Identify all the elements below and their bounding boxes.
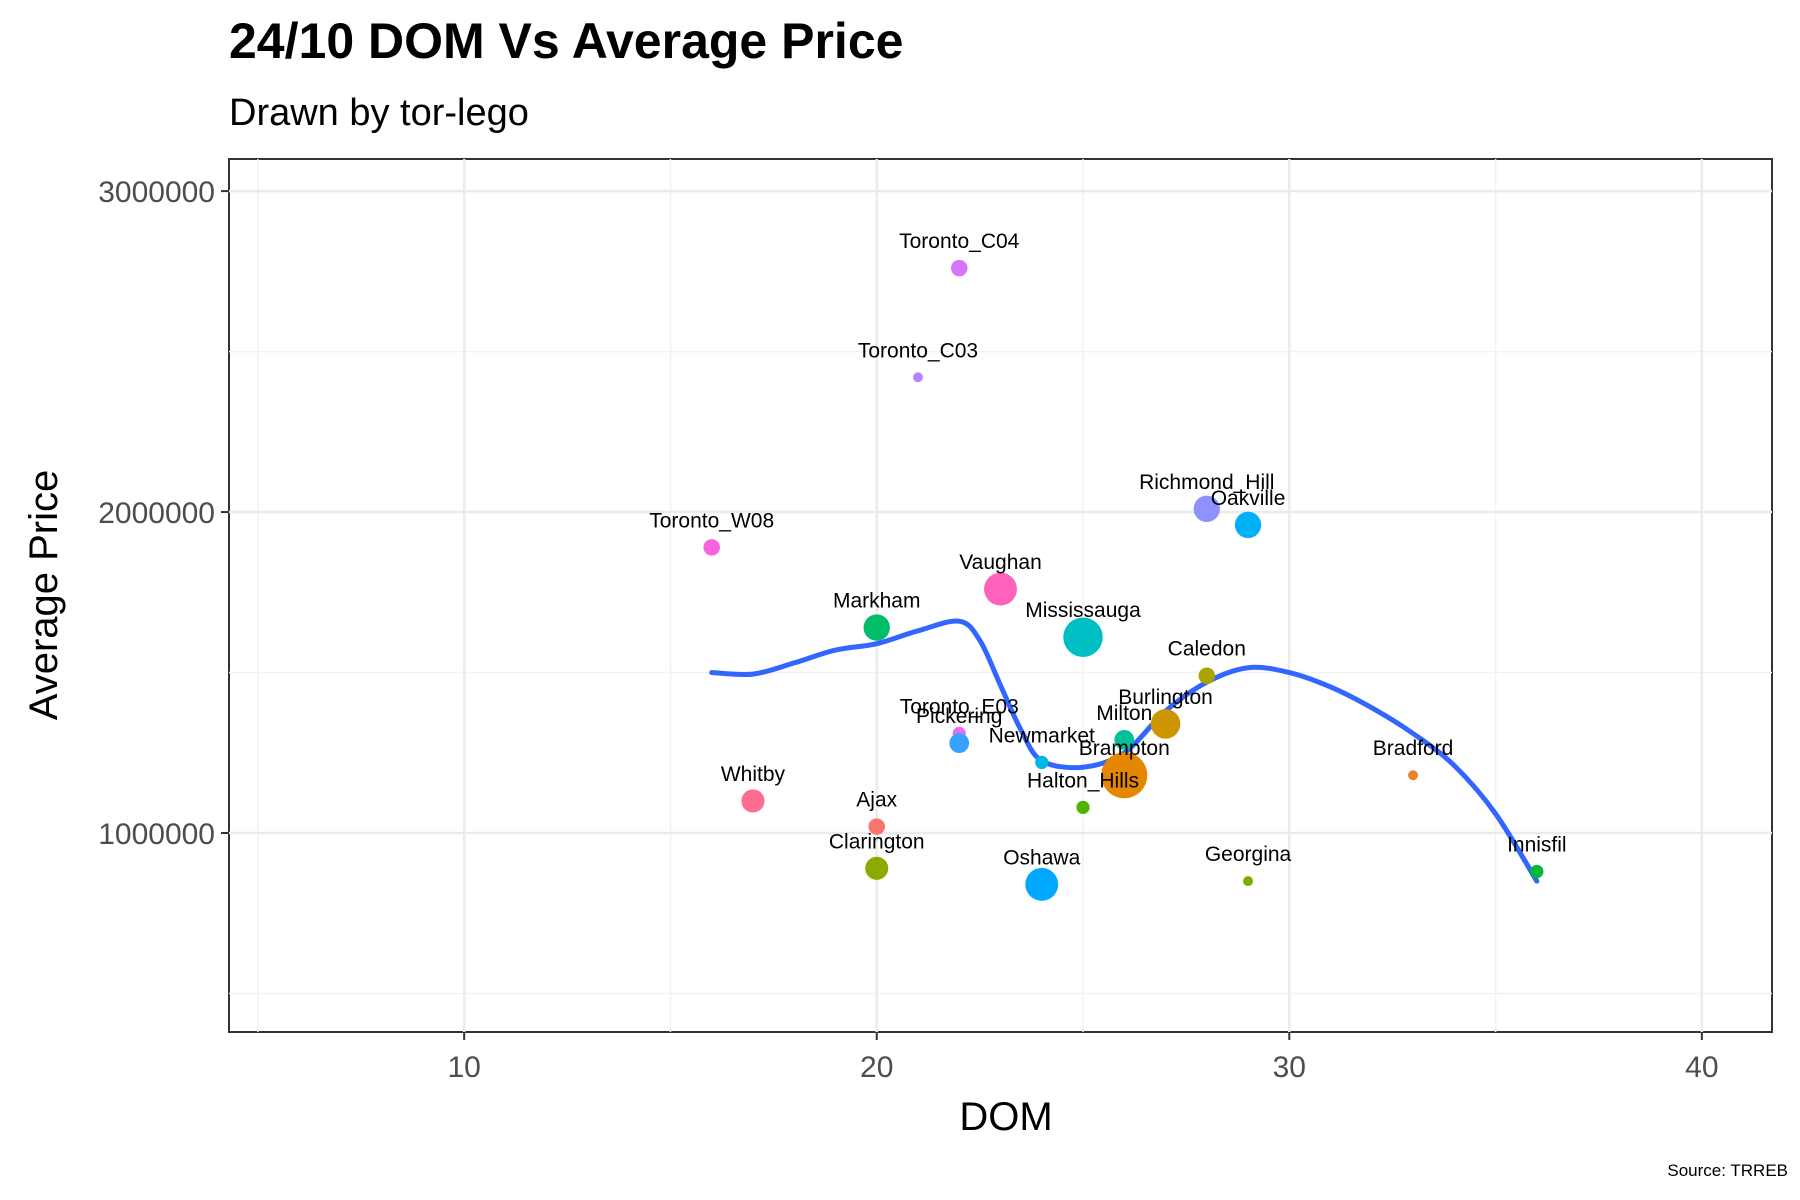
point-label: Toronto_C04 [899, 230, 1020, 253]
data-point [1063, 617, 1103, 657]
point-label: Innisfil [1507, 834, 1567, 857]
point-label: Burlington [1118, 686, 1213, 709]
x-tick-label: 40 [1685, 1051, 1718, 1084]
data-point [703, 539, 720, 556]
y-axis-label: Average Price [22, 470, 66, 721]
chart-subtitle: Drawn by tor-lego [229, 92, 529, 134]
y-tick-label: 1000000 [98, 818, 215, 851]
data-point [1114, 730, 1135, 750]
data-point [865, 856, 889, 880]
x-tick-label: 10 [447, 1051, 480, 1084]
source-caption: Source: TRREB [1667, 1161, 1788, 1180]
x-tick-label: 30 [1273, 1051, 1306, 1084]
data-point [1198, 667, 1216, 685]
point-label: Toronto_E03 [900, 696, 1019, 719]
point-label: Halton_Hills [1027, 769, 1139, 792]
point-label: Milton [1096, 702, 1152, 725]
chart-title: 24/10 DOM Vs Average Price [229, 13, 904, 69]
point-label: Brampton [1079, 737, 1170, 760]
y-tick-label: 3000000 [98, 176, 215, 209]
point-label: Clarington [829, 830, 925, 853]
point-label: Ajax [856, 789, 897, 812]
point-label: Oakville [1211, 487, 1286, 510]
data-point [741, 789, 765, 813]
x-tick-label: 20 [860, 1051, 893, 1084]
data-point [984, 572, 1017, 606]
point-label: Newmarket [989, 724, 1095, 747]
data-point [1530, 864, 1544, 879]
data-point [912, 372, 923, 383]
point-label: Toronto_C03 [858, 339, 978, 362]
data-point [1408, 770, 1419, 781]
point-label: Caledon [1168, 638, 1246, 661]
point-labels-layer: Toronto_C04 Toronto_C03 Toronto_W08 Richmon… [649, 230, 1566, 869]
point-label: Mississauga [1025, 599, 1141, 622]
data-point [1150, 709, 1181, 739]
point-label: Whitby [721, 763, 786, 786]
point-label: Markham [833, 590, 921, 613]
axes: 10 20 30 40 1000000 2000000 3000000 [98, 176, 1718, 1084]
point-label: Pickering [916, 705, 1002, 728]
data-point [949, 733, 970, 754]
grid-lines [229, 159, 1772, 1032]
data-point [1234, 511, 1262, 539]
point-label: Georgina [1205, 843, 1292, 866]
data-point [1243, 876, 1254, 887]
point-label: Bradford [1373, 737, 1454, 760]
point-label: Toronto_W08 [649, 509, 774, 532]
y-tick-label: 2000000 [98, 497, 215, 530]
point-label: Oshawa [1003, 846, 1080, 869]
smooth-line-layer [709, 618, 1540, 884]
smooth-trend-line [709, 618, 1540, 884]
point-label: Richmond_Hill [1139, 471, 1274, 494]
point-label: Vaughan [959, 551, 1042, 574]
data-point [863, 614, 890, 641]
data-point [868, 818, 886, 835]
data-point [950, 259, 968, 277]
x-axis-label: DOM [959, 1095, 1052, 1139]
points-layer [703, 259, 1544, 901]
data-point [1076, 800, 1090, 814]
data-point [1193, 495, 1220, 523]
data-point [1035, 755, 1049, 770]
data-point [1025, 867, 1059, 901]
data-point [1101, 752, 1148, 799]
